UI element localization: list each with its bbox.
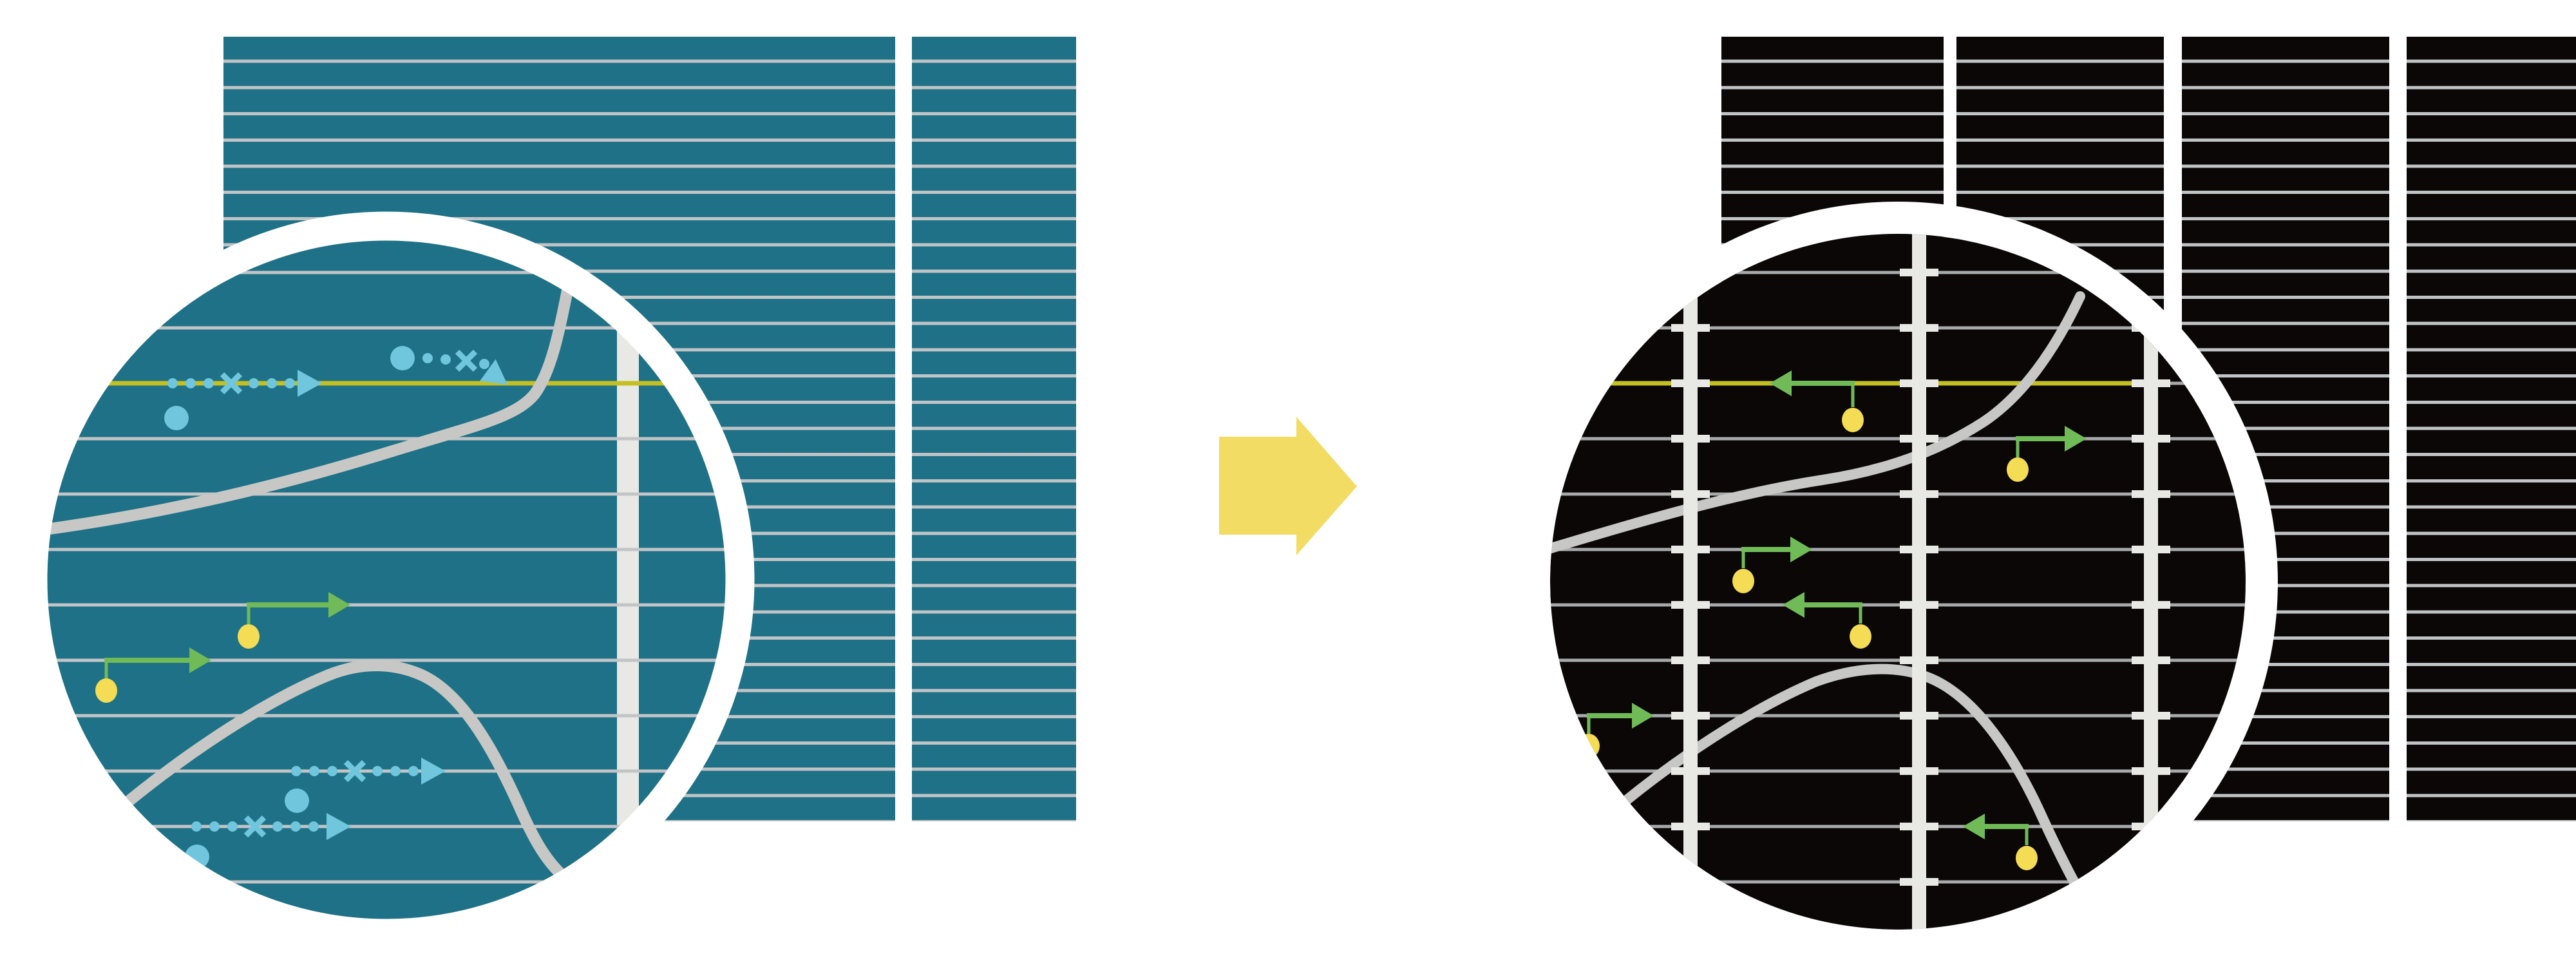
carrier-path-blocked-3 — [285, 758, 446, 813]
transition-arrow-icon — [1219, 417, 1357, 555]
busbar-magnified-2 — [1900, 234, 1938, 930]
carrier-path-collected-right-4 — [1783, 592, 1871, 649]
carrier-path-blocked-1 — [164, 370, 322, 430]
carrier-path-collected-left-1 — [95, 647, 211, 703]
finger-grid-right — [1550, 234, 2246, 930]
carrier-path-collected-right-6 — [1963, 814, 2038, 870]
right-cell-wafer-col4 — [2407, 37, 2576, 821]
highlighted-finger-left — [47, 381, 726, 386]
carrier-path-collected-right-2 — [2007, 426, 2087, 482]
grain-boundary-lower-left — [110, 660, 573, 885]
carrier-path-collected-right-3 — [1732, 537, 1812, 593]
finger-grid-left — [47, 240, 726, 919]
left-magnifier-rim — [18, 211, 755, 948]
right-magnifier-rim — [1518, 202, 2278, 962]
left-magnifier — [18, 211, 755, 948]
carrier-path-collected-right-1 — [1770, 370, 1864, 432]
left-cell-wafer-strip — [912, 37, 1076, 821]
carrier-path-blocked-2 — [390, 346, 516, 396]
carrier-path-collected-left-2 — [238, 592, 350, 649]
right-magnifier — [1518, 202, 2278, 962]
grain-boundary-upper-left — [47, 271, 576, 535]
